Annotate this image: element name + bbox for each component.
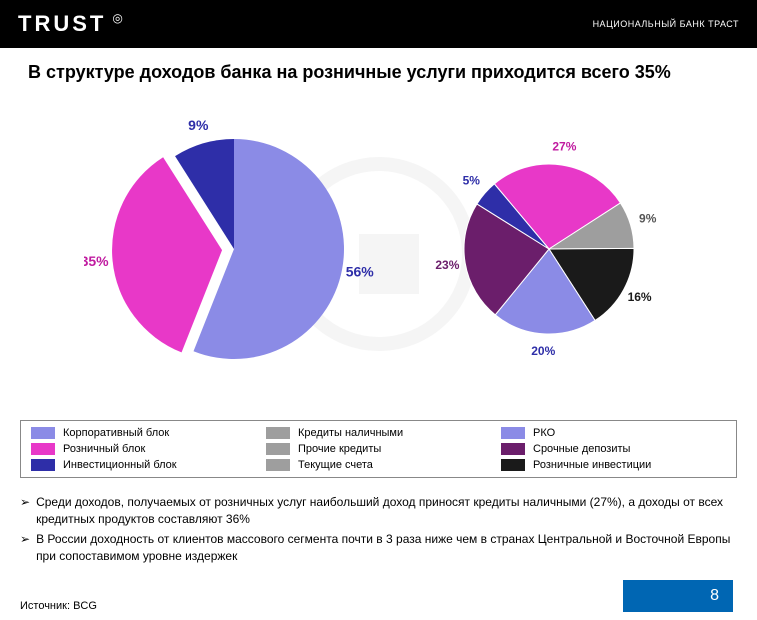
- legend-swatch: [31, 427, 55, 439]
- legend-grid: Корпоративный блок Кредиты наличными РКО Ро…: [31, 427, 726, 471]
- bullet-text: Среди доходов, получаемых от розничных у…: [36, 494, 737, 529]
- pie-slice-label: 9%: [188, 117, 209, 133]
- legend-swatch: [31, 443, 55, 455]
- legend-item: Корпоративный блок: [31, 427, 256, 439]
- legend-swatch: [266, 427, 290, 439]
- legend-box: Корпоративный блок Кредиты наличными РКО Ро…: [20, 420, 737, 478]
- legend-label: Инвестиционный блок: [63, 459, 177, 471]
- pie-slice-label: 27%: [552, 139, 576, 153]
- header-subtitle: НАЦИОНАЛЬНЫЙ БАНК ТРАСТ: [593, 19, 739, 29]
- bullet-text: В России доходность от клиентов массовог…: [36, 531, 737, 566]
- page-number-box: 8: [623, 580, 733, 612]
- legend-item: РКО: [501, 427, 726, 439]
- pie-slice-label: 35%: [84, 253, 109, 269]
- legend-swatch: [266, 459, 290, 471]
- legend-label: Кредиты наличными: [298, 427, 403, 439]
- legend-swatch: [31, 459, 55, 471]
- pie-slice-label: 9%: [639, 212, 657, 226]
- slide-title: В структуре доходов банка на розничные у…: [0, 48, 757, 91]
- header-bar: TRUST ◎ НАЦИОНАЛЬНЫЙ БАНК ТРАСТ: [0, 0, 757, 48]
- footer: Источник: BCG 8: [0, 576, 757, 620]
- charts-area: 56% 35% 9% 27% 9% 16% 20% 23% 5%: [0, 91, 757, 416]
- bullet-marker-icon: ➢: [20, 531, 30, 566]
- pie-chart-detail: 27% 9% 16% 20% 23% 5%: [424, 124, 674, 379]
- legend-swatch: [266, 443, 290, 455]
- pie-slice-label: 5%: [462, 174, 480, 188]
- legend-label: Прочие кредиты: [298, 443, 381, 455]
- legend-swatch: [501, 459, 525, 471]
- legend-label: Корпоративный блок: [63, 427, 169, 439]
- logo: TRUST ◎: [18, 11, 123, 37]
- pie-slice-label: 20%: [531, 344, 555, 358]
- bullet-marker-icon: ➢: [20, 494, 30, 529]
- bullet-item: ➢Среди доходов, получаемых от розничных …: [20, 494, 737, 529]
- legend-item: Текущие счета: [266, 459, 491, 471]
- legend-item: Розничные инвестиции: [501, 459, 726, 471]
- pie-slice-label: 23%: [435, 258, 459, 272]
- legend-label: РКО: [533, 427, 555, 439]
- legend-item: Розничный блок: [31, 443, 256, 455]
- pie-slice-label: 16%: [627, 290, 651, 304]
- legend-swatch: [501, 427, 525, 439]
- source-label: Источник: BCG: [20, 600, 97, 612]
- legend-label: Розничный блок: [63, 443, 145, 455]
- bullet-item: ➢В России доходность от клиентов массово…: [20, 531, 737, 566]
- logo-text: TRUST: [18, 11, 106, 37]
- logo-mark-icon: ◎: [112, 11, 122, 25]
- legend-label: Розничные инвестиции: [533, 459, 651, 471]
- legend-item: Срочные депозиты: [501, 443, 726, 455]
- legend-swatch: [501, 443, 525, 455]
- legend-label: Текущие счета: [298, 459, 373, 471]
- page-number: 8: [710, 587, 719, 605]
- pie-chart-main: 56% 35% 9%: [84, 99, 384, 404]
- legend-item: Инвестиционный блок: [31, 459, 256, 471]
- legend-item: Кредиты наличными: [266, 427, 491, 439]
- bullet-list: ➢Среди доходов, получаемых от розничных …: [0, 486, 757, 576]
- legend-item: Прочие кредиты: [266, 443, 491, 455]
- legend-label: Срочные депозиты: [533, 443, 630, 455]
- pie-slice-label: 56%: [345, 264, 374, 280]
